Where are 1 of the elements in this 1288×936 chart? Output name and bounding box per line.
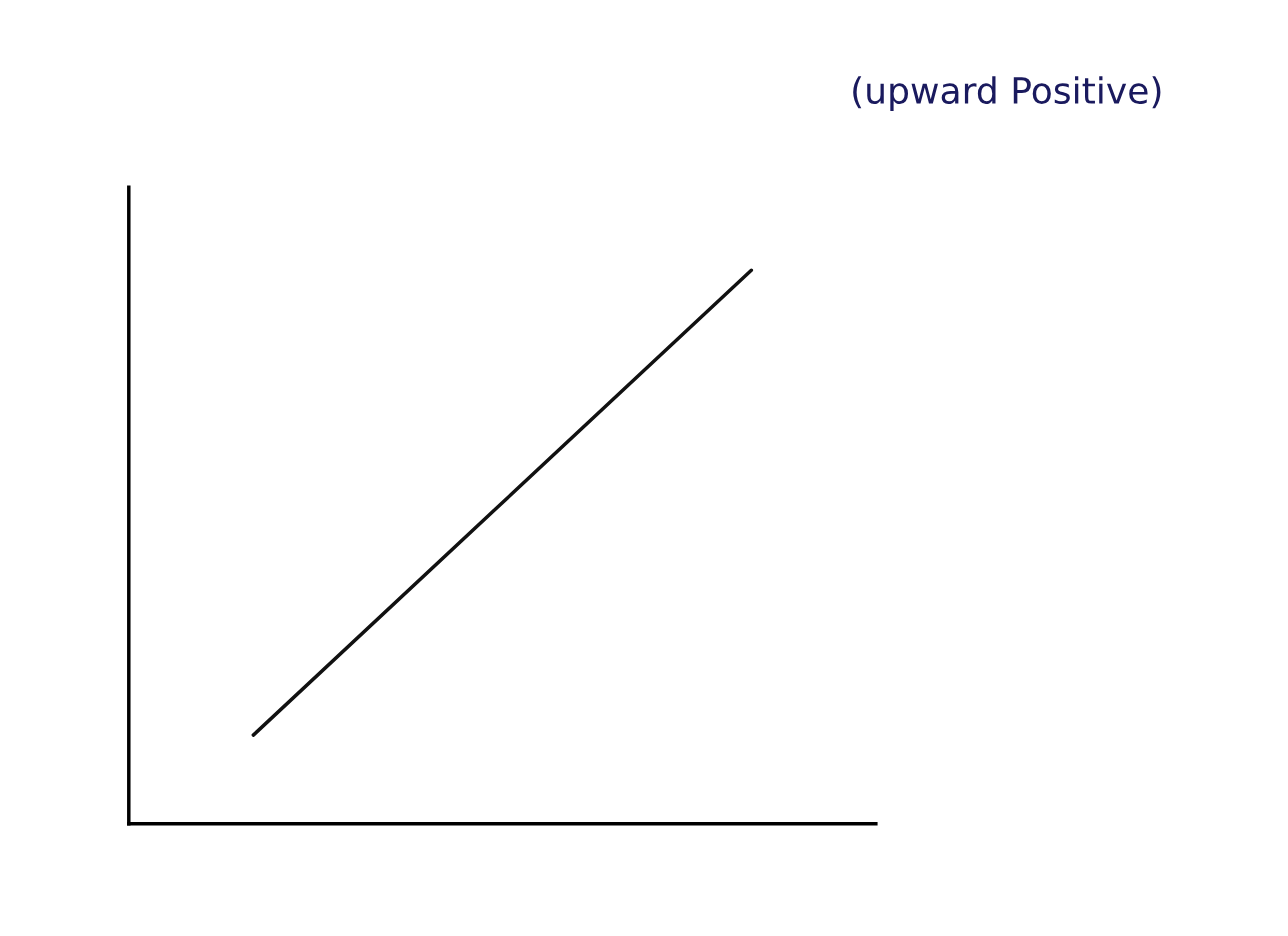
text: (upward Positive)	[853, 76, 1161, 112]
